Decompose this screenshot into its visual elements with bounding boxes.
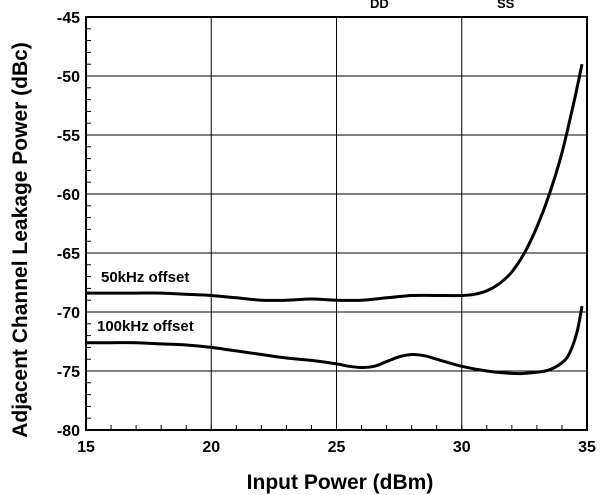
x-tick-label: 20 [202, 439, 220, 456]
x-tick-label: 15 [77, 439, 95, 456]
y-tick-labels: -45 -50 -55 -60 -65 -70 -75 -80 [57, 10, 80, 440]
y-tick-label: -55 [57, 128, 80, 145]
x-axis-label: Input Power (dBm) [247, 471, 434, 494]
grid [85, 16, 588, 431]
x-tick-label: 25 [328, 439, 346, 456]
x-tick-label: 30 [453, 439, 471, 456]
y-tick-label: -75 [57, 364, 80, 381]
plot-frame [85, 16, 588, 431]
y-tick-label: -50 [57, 69, 80, 86]
cut-label-ss: SS [497, 0, 515, 11]
y-tick-label: -70 [57, 305, 80, 322]
y-axis-label: Adjacent Channel Leakage Power (dBc) [9, 42, 32, 438]
cut-label-dd: DD [370, 0, 389, 11]
y-tick-label: -65 [57, 246, 80, 263]
x-tick-labels: 15 20 25 30 35 [77, 439, 596, 456]
series-label-50khz: 50kHz offset [101, 269, 189, 286]
y-tick-label: -80 [57, 423, 80, 440]
y-tick-label: -60 [57, 187, 80, 204]
series-label-100khz: 100kHz offset [97, 318, 194, 335]
series-line-0 [86, 63, 584, 302]
y-tick-label: -45 [57, 10, 80, 27]
x-tick-label: 35 [578, 439, 596, 456]
series-line-1 [86, 305, 584, 376]
series-group [86, 63, 584, 376]
